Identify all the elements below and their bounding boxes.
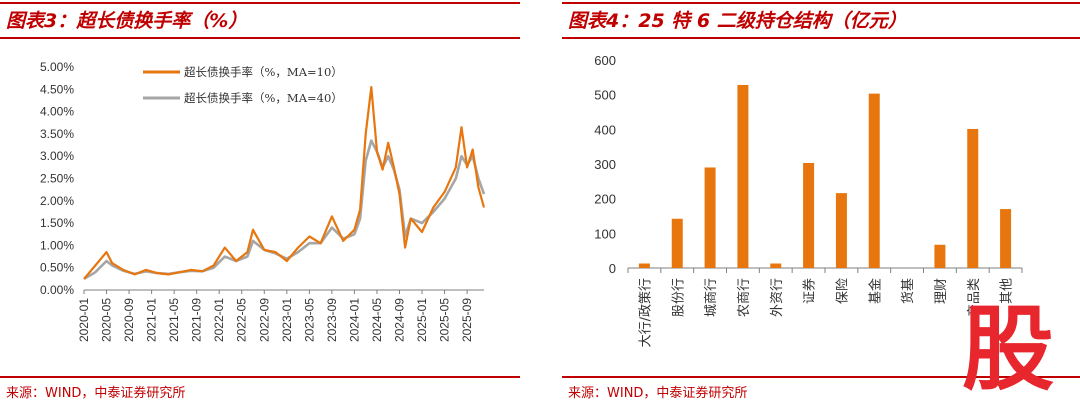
- title-rule: [562, 37, 1080, 39]
- source-note: 来源：WIND，中泰证券研究所: [568, 386, 748, 401]
- watermark-logo: 股: [962, 300, 1072, 400]
- x-tick-label: 2022-09: [257, 298, 271, 342]
- series-ma10-line: [83, 85, 486, 280]
- source-rule: [0, 376, 520, 378]
- category-label: 外资行: [770, 278, 785, 317]
- x-tick-label: 2021-09: [190, 298, 204, 342]
- x-tick-label: 2020-01: [77, 298, 91, 342]
- x-tick-label: 2023-09: [325, 298, 339, 342]
- x-tick-label: 2024-05: [370, 298, 384, 342]
- x-tick-label: 2020-09: [122, 298, 136, 342]
- y-tick-label: 4.50%: [40, 82, 74, 96]
- bar-5: [803, 162, 815, 268]
- category-label: 股份行: [671, 278, 686, 317]
- top-rule: [562, 2, 1080, 4]
- x-tick-label: 2021-05: [167, 298, 181, 342]
- x-tick-label: 2025-01: [415, 298, 429, 342]
- x-tick-label: 2023-01: [280, 298, 294, 342]
- category-label: 证券: [802, 278, 818, 304]
- holding-bar-chart: 0 100 200 300 400 500 600 大行/政策行 股份行 城商行 农商行 外资行 证券保…: [594, 53, 1023, 347]
- chart-title: 图表3：超长债换手率（%）: [6, 10, 248, 32]
- y-tick-label: 5.00%: [40, 60, 74, 74]
- category-label: 其他: [1000, 278, 1015, 304]
- y-tick-label: 1.50%: [40, 216, 74, 230]
- bar-0: [638, 263, 650, 268]
- category-label: 产品类: [967, 278, 982, 317]
- x-tick-label: 2024-09: [392, 298, 406, 342]
- category-label: 城商行: [704, 278, 719, 317]
- bar-1: [671, 218, 683, 268]
- category-label: 理财: [934, 278, 949, 304]
- x-tick-label: 2022-05: [235, 298, 249, 342]
- y-tick-label: 500: [594, 88, 616, 103]
- x-tick-label: 2020-05: [100, 298, 114, 342]
- category-label: 大行/政策行: [637, 278, 653, 347]
- x-tick-label: 2025-09: [460, 298, 474, 342]
- y-tick-label: 600: [594, 53, 616, 68]
- watermark-glyph: 股: [962, 296, 1055, 403]
- y-tick-label: 0.00%: [40, 283, 74, 297]
- x-tick-label: 2023-05: [302, 298, 316, 342]
- category-label: 基金: [867, 278, 883, 304]
- y-tick-label: 0: [609, 261, 616, 276]
- x-tick-label: 2025-05: [438, 298, 452, 342]
- turnover-line-chart: 0.00% 0.50% 1.00% 1.50% 2.00% 2.50% 3.00% 3.50%…: [40, 60, 486, 342]
- bar-7: [868, 93, 880, 268]
- y-tick-label: 2.00%: [40, 194, 74, 208]
- bar-6: [835, 193, 847, 268]
- source-rule: [562, 376, 1080, 378]
- category-label: 保险: [835, 278, 850, 304]
- x-tick-label: 2021-01: [145, 298, 159, 342]
- x-tick-label: 2022-01: [212, 298, 226, 342]
- x-tick-label: 2024-01: [347, 298, 361, 342]
- bar-4: [770, 263, 782, 268]
- bar-10: [967, 128, 979, 268]
- bar-9: [934, 244, 946, 268]
- legend-label: 超长债换手率（%，MA=10）: [184, 65, 343, 79]
- top-rule: [0, 2, 520, 4]
- holding-chart-panel: 图表4：25 特 6 二级持仓结构（亿元） 0 100 200 300 400 500 60…: [562, 0, 1080, 408]
- title-rule: [0, 37, 520, 39]
- turnover-chart-panel: 图表3：超长债换手率（%） 0.00% 0.50% 1.00% 1.50% 2.00% 2…: [0, 0, 520, 408]
- category-label: 货基: [900, 278, 916, 304]
- y-tick-label: 300: [594, 157, 616, 172]
- bar-11: [1000, 209, 1012, 268]
- chart-title: 图表4：25 特 6 二级持仓结构（亿元）: [568, 10, 907, 32]
- y-tick-label: 400: [594, 122, 616, 137]
- y-tick-label: 3.50%: [40, 127, 74, 141]
- y-tick-label: 0.50%: [40, 261, 74, 275]
- y-tick-label: 2.50%: [40, 172, 74, 186]
- bar-3: [737, 84, 749, 269]
- bar-2: [704, 167, 716, 268]
- category-label: 农商行: [737, 278, 752, 317]
- y-tick-label: 3.00%: [40, 149, 74, 163]
- y-tick-label: 1.00%: [40, 238, 74, 252]
- y-tick-label: 100: [594, 226, 616, 241]
- source-note: 来源：WIND，中泰证券研究所: [6, 386, 186, 401]
- y-tick-label: 200: [594, 192, 616, 207]
- legend-label: 超长债换手率（%，MA=40）: [184, 91, 343, 105]
- y-tick-label: 4.00%: [40, 105, 74, 119]
